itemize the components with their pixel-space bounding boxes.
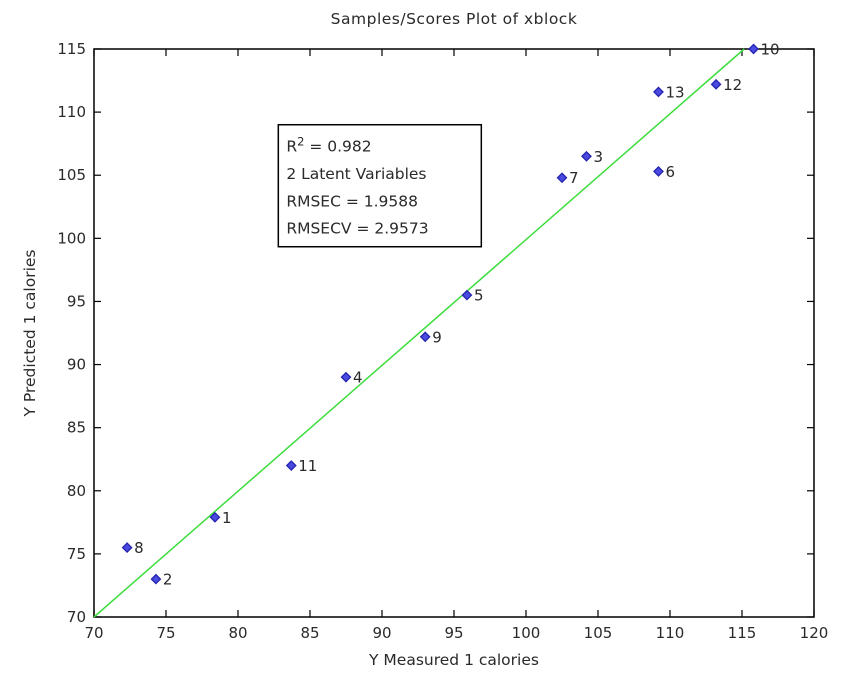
data-point-label: 7	[569, 169, 579, 187]
x-tick-label: 95	[444, 624, 463, 642]
data-point-label: 9	[432, 328, 442, 346]
data-point-marker	[653, 166, 664, 177]
annotation-line: RMSEC = 1.9588	[286, 192, 418, 210]
y-tick-label: 100	[57, 229, 86, 247]
stats-annotation: R2 = 0.982 2 Latent Variables RMSEC = 1.95…	[277, 123, 483, 248]
y-tick-label: 80	[67, 482, 86, 500]
data-point-marker	[209, 511, 221, 523]
x-tick-label: 115	[728, 624, 757, 642]
tick-labels: 70 75 80 85 90 95 100 105 110 115 1207075808590951…	[57, 40, 828, 642]
y-tick-label: 95	[67, 292, 86, 310]
x-tick-label: 100	[512, 624, 541, 642]
x-tick-label: 75	[156, 624, 175, 642]
data-point-label: 13	[665, 83, 684, 101]
annotation-box	[277, 123, 483, 248]
data-point-label: 11	[298, 457, 317, 475]
annotation-line: R2 = 0.982	[286, 135, 371, 156]
data-point-marker	[653, 86, 664, 98]
annotation-line: RMSECV = 2.9573	[286, 220, 428, 238]
x-tick-label: 105	[584, 624, 613, 642]
data-point-marker	[556, 172, 568, 184]
fit-line	[93, 48, 745, 618]
chart-title: Samples/Scores Plot of xblock	[330, 10, 578, 28]
data-point-marker	[121, 542, 133, 553]
y-tick-label: 115	[57, 40, 86, 58]
annotation-line: 2 Latent Variables	[286, 165, 426, 183]
x-axis-label: Y Measured 1 calories	[369, 651, 539, 669]
y-tick-label: 75	[67, 545, 86, 563]
x-tick-label: 70	[84, 624, 103, 642]
y-tick-label: 70	[67, 608, 86, 626]
data-point-label: 12	[723, 76, 742, 94]
data-point-label: 1	[222, 509, 232, 527]
x-tick-label: 110	[656, 624, 685, 642]
y-tick-label: 90	[67, 356, 86, 374]
x-tick-label: 85	[300, 624, 319, 642]
data-point-label: 4	[353, 369, 363, 387]
axis-ticks	[93, 48, 815, 618]
y-tick-label: 110	[57, 103, 86, 121]
data-point-marker	[150, 573, 162, 585]
data-point-label: 6	[665, 163, 675, 181]
data-point-marker	[710, 78, 722, 90]
data-point-marker	[461, 289, 473, 301]
data-point-marker	[581, 150, 592, 162]
data-point-label: 3	[593, 148, 603, 166]
y-tick-label: 85	[67, 419, 86, 437]
data-point-label: 8	[134, 539, 144, 557]
x-tick-label: 120	[800, 624, 829, 642]
x-tick-label: 80	[228, 624, 247, 642]
y-tick-label: 105	[57, 166, 86, 184]
data-point-marker	[340, 371, 352, 383]
data-point-marker	[419, 331, 431, 343]
data-point-label: 10	[761, 41, 780, 59]
data-point-marker	[748, 43, 759, 55]
data-point-marker	[285, 460, 297, 471]
x-tick-label: 90	[372, 624, 391, 642]
data-point-label: 5	[474, 287, 484, 305]
data-point-label: 2	[163, 571, 173, 589]
